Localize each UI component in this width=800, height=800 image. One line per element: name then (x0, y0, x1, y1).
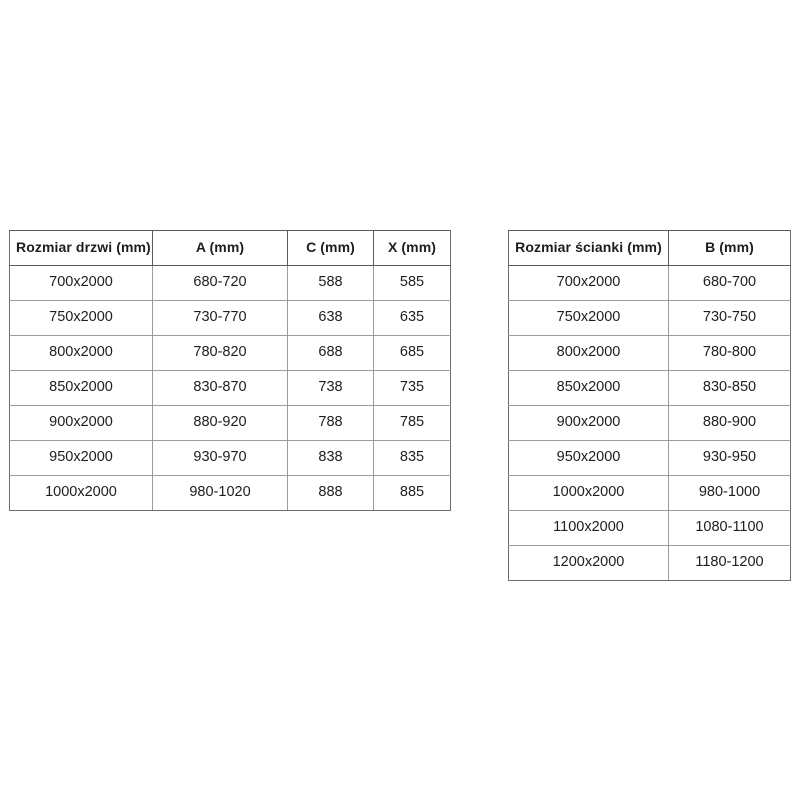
table-row: 1100x2000 1080-1100 (508, 510, 791, 546)
cell-value: 780-800 (668, 335, 791, 371)
table-row: 850x2000 830-870 738 735 (9, 370, 451, 406)
cell-size: 950x2000 (9, 440, 153, 476)
cell-value: 885 (373, 475, 451, 511)
cell-size: 750x2000 (9, 300, 153, 336)
cell-value: 585 (373, 265, 451, 301)
column-header-c: C (mm) (287, 230, 374, 266)
cell-value: 788 (287, 405, 374, 441)
table-header-row: Rozmiar drzwi (mm) A (mm) C (mm) X (mm) (9, 230, 451, 266)
cell-value: 838 (287, 440, 374, 476)
cell-value: 835 (373, 440, 451, 476)
cell-value: 738 (287, 370, 374, 406)
cell-size: 750x2000 (508, 300, 669, 336)
cell-value: 635 (373, 300, 451, 336)
cell-value: 830-850 (668, 370, 791, 406)
cell-value: 980-1020 (152, 475, 288, 511)
cell-size: 700x2000 (508, 265, 669, 301)
cell-value: 980-1000 (668, 475, 791, 511)
cell-value: 685 (373, 335, 451, 371)
cell-value: 1080-1100 (668, 510, 791, 546)
cell-value: 730-750 (668, 300, 791, 336)
table-row: 850x2000 830-850 (508, 370, 791, 406)
table-row: 750x2000 730-750 (508, 300, 791, 336)
cell-size: 900x2000 (508, 405, 669, 441)
cell-size: 700x2000 (9, 265, 153, 301)
cell-size: 1200x2000 (508, 545, 669, 581)
table-row: 900x2000 880-920 788 785 (9, 405, 451, 441)
wall-size-table: Rozmiar ścianki (mm) B (mm) 700x2000 680-… (508, 230, 791, 581)
column-header-door-size: Rozmiar drzwi (mm) (9, 230, 153, 266)
column-header-wall-size: Rozmiar ścianki (mm) (508, 230, 669, 266)
doors-size-table: Rozmiar drzwi (mm) A (mm) C (mm) X (mm) … (9, 230, 451, 511)
table-row: 700x2000 680-720 588 585 (9, 265, 451, 301)
table-row: 750x2000 730-770 638 635 (9, 300, 451, 336)
table-header-row: Rozmiar ścianki (mm) B (mm) (508, 230, 791, 266)
cell-value: 880-920 (152, 405, 288, 441)
cell-size: 1000x2000 (9, 475, 153, 511)
cell-value: 680-700 (668, 265, 791, 301)
table-row: 1200x2000 1180-1200 (508, 545, 791, 581)
table-row: 950x2000 930-950 (508, 440, 791, 476)
cell-value: 1180-1200 (668, 545, 791, 581)
cell-size: 850x2000 (508, 370, 669, 406)
cell-value: 780-820 (152, 335, 288, 371)
table-row: 900x2000 880-900 (508, 405, 791, 441)
cell-value: 638 (287, 300, 374, 336)
cell-size: 800x2000 (508, 335, 669, 371)
cell-value: 888 (287, 475, 374, 511)
cell-value: 930-950 (668, 440, 791, 476)
cell-size: 1100x2000 (508, 510, 669, 546)
cell-value: 680-720 (152, 265, 288, 301)
cell-value: 785 (373, 405, 451, 441)
cell-size: 850x2000 (9, 370, 153, 406)
cell-value: 830-870 (152, 370, 288, 406)
cell-size: 800x2000 (9, 335, 153, 371)
table-row: 800x2000 780-820 688 685 (9, 335, 451, 371)
cell-value: 588 (287, 265, 374, 301)
table-row: 1000x2000 980-1000 (508, 475, 791, 511)
cell-size: 1000x2000 (508, 475, 669, 511)
column-header-b: B (mm) (668, 230, 791, 266)
column-header-a: A (mm) (152, 230, 288, 266)
cell-value: 688 (287, 335, 374, 371)
cell-value: 930-970 (152, 440, 288, 476)
cell-size: 900x2000 (9, 405, 153, 441)
cell-size: 950x2000 (508, 440, 669, 476)
cell-value: 730-770 (152, 300, 288, 336)
column-header-x: X (mm) (373, 230, 451, 266)
table-row: 1000x2000 980-1020 888 885 (9, 475, 451, 511)
table-row: 800x2000 780-800 (508, 335, 791, 371)
table-row: 950x2000 930-970 838 835 (9, 440, 451, 476)
cell-value: 880-900 (668, 405, 791, 441)
cell-value: 735 (373, 370, 451, 406)
table-row: 700x2000 680-700 (508, 265, 791, 301)
